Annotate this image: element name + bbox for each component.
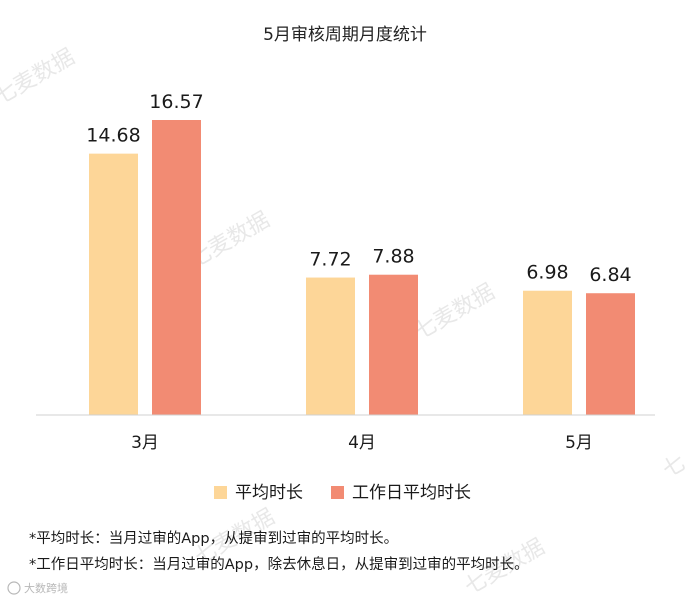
bar-avg-5: [523, 290, 572, 415]
legend-label: 工作日平均时长: [352, 483, 471, 503]
legend-swatch: [331, 486, 344, 499]
category-label: 3月: [131, 433, 159, 453]
data-label: 7.72: [309, 249, 351, 271]
category-label: 5月: [565, 433, 593, 453]
bar-workday-5: [586, 293, 635, 415]
data-label: 6.98: [526, 262, 568, 284]
watermark-text: 七麦数据: [0, 45, 79, 111]
data-label: 16.57: [149, 91, 203, 113]
bar-workday-4: [369, 274, 418, 415]
legend: 平均时长 工作日平均时长: [214, 483, 471, 503]
footnote: *平均时长：当月过审的App，从提审到过审的平均时长。: [29, 530, 398, 547]
data-label: 6.84: [589, 264, 631, 286]
footnote: *工作日平均时长：当月过审的App，除去休息日，从提审到过审的平均时长。: [29, 556, 529, 573]
source-mark: 大数跨境: [7, 581, 68, 595]
bars-layer: 14.68 16.57 7.72 7.88 6.98 6.84: [86, 91, 635, 415]
bar-avg-3: [89, 153, 138, 415]
data-label: 7.88: [372, 246, 414, 268]
category-labels: 3月 4月 5月: [131, 433, 593, 453]
source-label: 大数跨境: [24, 581, 68, 595]
watermark-text: 七麦数据: [411, 280, 500, 346]
source-logo-icon: [7, 581, 21, 595]
bar-avg-4: [306, 277, 355, 415]
chart-title: 5月审核周期月度统计: [263, 25, 427, 45]
legend-label: 平均时长: [235, 483, 303, 503]
data-label: 14.68: [86, 125, 140, 147]
bar-workday-3: [152, 120, 201, 415]
category-label: 4月: [348, 433, 376, 453]
footnotes: *平均时长：当月过审的App，从提审到过审的平均时长。 *工作日平均时长：当月过审…: [29, 530, 529, 573]
watermark-text: 七: [659, 451, 691, 484]
legend-swatch: [214, 486, 227, 499]
